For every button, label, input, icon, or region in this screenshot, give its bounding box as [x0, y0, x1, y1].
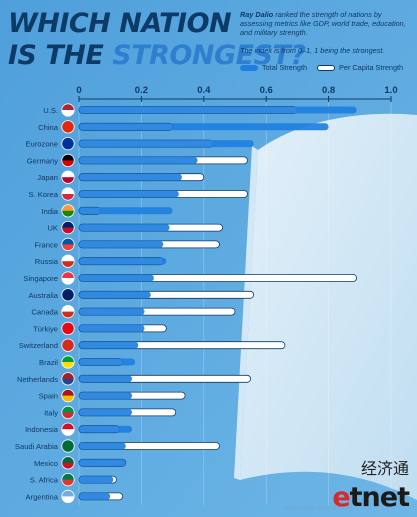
- category-label: Switzerland: [19, 341, 58, 350]
- bar-total: [79, 308, 145, 316]
- index-note: The index is from 0–1, 1 being the stron…: [240, 46, 385, 55]
- category-label: Eurozone: [25, 140, 58, 149]
- category-label: Brazil: [39, 358, 58, 367]
- argentina-flag: [61, 489, 75, 503]
- mexico-flag: [61, 456, 75, 470]
- canada-flag: [61, 304, 75, 319]
- bar-total: [79, 358, 136, 366]
- australia-flag: [61, 288, 75, 302]
- bar-total: [79, 476, 114, 484]
- bar-total: [79, 392, 133, 400]
- x-tick-label: 1.0: [384, 85, 397, 96]
- bar-total: [79, 442, 126, 450]
- korea-flag: [61, 187, 75, 201]
- source-note: Source: Ray Dalio, Great P...: [284, 506, 355, 512]
- description: Ray Dalio ranked the strength of nations…: [240, 10, 406, 38]
- japan-flag: [61, 170, 75, 184]
- category-label: Saudi Arabia: [15, 442, 59, 451]
- category-label: Netherlands: [17, 375, 58, 384]
- china-flag: [61, 120, 75, 134]
- india-flag: [61, 204, 75, 218]
- category-label: Türkiye: [33, 324, 58, 333]
- bar-total: [79, 106, 357, 114]
- category-label: Argentina: [25, 492, 58, 501]
- x-tick-label: 0.4: [197, 85, 211, 96]
- bar-total: [79, 224, 170, 232]
- category-label: France: [34, 240, 58, 249]
- bar-total: [79, 190, 179, 198]
- x-tick-label: 0.8: [322, 85, 335, 96]
- bar-total: [79, 257, 167, 265]
- us-flag: [61, 103, 75, 117]
- bar-total: [79, 408, 133, 416]
- category-label: Mexico: [34, 459, 58, 468]
- bar-total: [79, 173, 182, 181]
- spain-flag: [61, 388, 75, 403]
- watermark-cn: 经济通: [360, 459, 409, 478]
- bar-total: [79, 140, 254, 148]
- netherlands-flag: [61, 372, 75, 386]
- bar-total: [79, 274, 154, 282]
- bar-total: [79, 459, 126, 467]
- south-africa-flag: [61, 472, 75, 487]
- category-label: Germany: [27, 156, 58, 165]
- bar-total: [79, 341, 139, 349]
- legend-per-capita: Per Capita Strength: [317, 63, 403, 72]
- france-flag: [61, 237, 75, 251]
- singapore-flag: [61, 271, 75, 285]
- chart-title: WHICH NATION IS THE STRONGEST?: [8, 8, 306, 71]
- uk-flag: [61, 221, 75, 235]
- brazil-flag: [61, 355, 75, 369]
- bar-total: [79, 425, 133, 433]
- bar-total: [79, 324, 145, 332]
- category-label: S. Africa: [30, 476, 59, 485]
- category-label: China: [38, 123, 59, 132]
- bar-total: [79, 492, 111, 500]
- x-tick-label: 0.2: [135, 85, 148, 96]
- germany-flag: [61, 153, 75, 167]
- category-label: UK: [47, 224, 58, 233]
- italy-flag: [61, 405, 75, 419]
- watermark-logo: etnet: [332, 482, 410, 513]
- category-label: Indonesia: [25, 425, 59, 434]
- bar-total: [79, 375, 133, 383]
- category-label: Russia: [35, 257, 59, 266]
- bar-total: [79, 123, 329, 131]
- category-label: Singapore: [23, 274, 58, 283]
- indonesia-flag: [61, 422, 75, 436]
- x-tick-label: 0.6: [260, 85, 273, 96]
- category-label: S. Korea: [28, 190, 58, 199]
- category-label: U.S.: [43, 106, 58, 115]
- bar-total: [79, 207, 173, 215]
- category-label: Spain: [39, 392, 58, 401]
- legend-total: Total Strength: [240, 63, 307, 72]
- category-label: Japan: [37, 173, 58, 182]
- category-label: India: [42, 207, 59, 216]
- russia-flag: [61, 254, 75, 268]
- category-label: Italy: [44, 408, 58, 417]
- eu-flag: [61, 137, 75, 151]
- bar-total: [79, 240, 164, 248]
- saudi-flag: [61, 439, 75, 453]
- turkey-flag: [61, 321, 75, 335]
- bar-total: [79, 291, 151, 299]
- x-tick-label: 0: [76, 85, 81, 96]
- bar-total: [79, 156, 198, 164]
- switzerland-flag: [61, 338, 75, 352]
- category-label: Australia: [28, 291, 58, 300]
- category-label: Canada: [31, 308, 58, 317]
- legend: Total Strength Per Capita Strength: [240, 63, 403, 72]
